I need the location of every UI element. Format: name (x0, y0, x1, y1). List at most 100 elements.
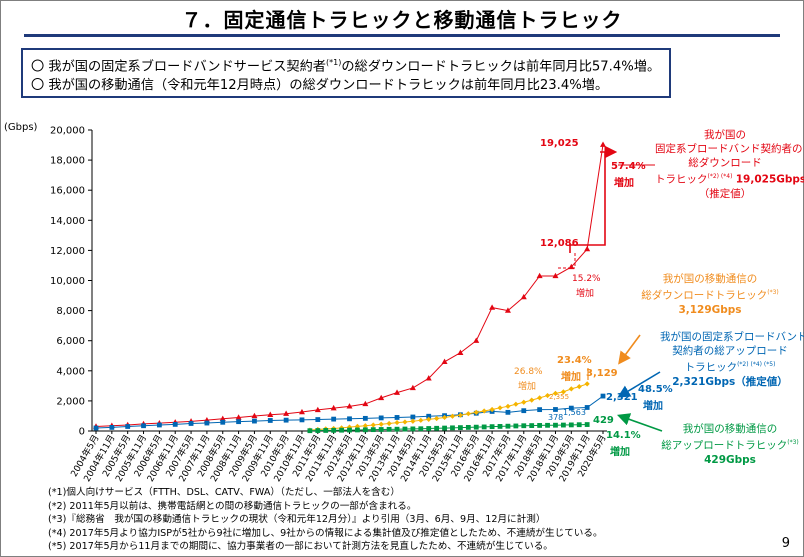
series-point (505, 409, 511, 415)
series-point (426, 426, 432, 431)
mobile-down-mid-growth-2: 増加 (518, 382, 537, 392)
series-point (465, 411, 471, 417)
series-point (251, 412, 258, 419)
series-point (172, 421, 178, 427)
mobile-up-growth-label-2: 増加 (610, 447, 630, 458)
series-point (434, 425, 440, 431)
series-point (553, 422, 558, 428)
title-rule (24, 34, 780, 37)
mobile-down-leader (618, 334, 641, 365)
series-point (252, 418, 257, 424)
series-point (449, 413, 456, 419)
series-point (386, 426, 392, 432)
series-point (378, 415, 384, 421)
series-point (339, 427, 344, 433)
y-tick-label: 10,000 (50, 276, 85, 287)
y-tick-label: 4,000 (56, 366, 85, 377)
mobile-down-growth-label-2: 増加 (561, 372, 581, 383)
series-point (576, 384, 582, 390)
series-point (520, 293, 527, 300)
series-point (315, 428, 321, 433)
fixed-down-growth-bracket (569, 151, 606, 253)
series-point (378, 394, 385, 401)
series-point (497, 405, 503, 411)
series-point (521, 408, 527, 414)
series-point (331, 416, 337, 422)
y-tick-label: 0 (79, 427, 85, 438)
series-point (600, 141, 606, 147)
series-point (378, 421, 384, 427)
fixed-down-prev-label: 12,086 (540, 238, 579, 249)
fixed-down-mid-growth: 15.2% (572, 274, 601, 284)
mobile-down-mid-growth: 26.8% (514, 367, 543, 377)
footnote-4: (*4) 2017年5月より協力ISPが5社から9社に増加し、9社からの情報によ… (48, 527, 603, 539)
mobile-down-annotation: 我が国の移動通信の 総ダウンロードトラヒック(*3) 3,129Gbps (641, 273, 779, 316)
series-point (315, 417, 321, 422)
series-point (410, 414, 416, 420)
series-point (441, 358, 448, 364)
series-point (505, 423, 511, 429)
series-point (394, 389, 401, 395)
series-point (370, 427, 376, 433)
footnote-1: (*1)個人向けサービス（FTTH、DSL、CATV、FWA）（ただし、一部法人… (48, 487, 400, 498)
y-axis-label: (Gbps) (4, 122, 38, 133)
series-point (529, 423, 535, 428)
series-point (314, 406, 321, 413)
series-point (545, 422, 550, 428)
series-point (441, 414, 448, 421)
series-point (513, 401, 519, 407)
series-point (457, 349, 464, 355)
series-point (473, 424, 479, 430)
series-point (537, 407, 543, 413)
series-point (347, 416, 352, 422)
series-point (584, 405, 590, 410)
series-point (109, 424, 115, 430)
fixed-up-growth-label-2: 増加 (643, 401, 663, 412)
series-point (307, 428, 313, 434)
series-point (409, 384, 416, 391)
series-point (529, 397, 535, 403)
series-point (584, 422, 590, 427)
fixed-down-mid-growth-2: 増加 (576, 289, 595, 299)
series-point (418, 417, 424, 423)
fixed-up-growth-label: 48.5% (638, 384, 673, 395)
series-point (521, 423, 527, 429)
series-point (362, 423, 368, 429)
footnote-3: (*3)『総務省 我が国の移動通信トラヒックの現状（令和元年12月分）』より引用… (48, 514, 546, 526)
series-point (560, 422, 566, 428)
series-line-1 (95, 395, 604, 429)
series-point (283, 410, 290, 416)
series-point (537, 423, 543, 428)
series-point (544, 392, 551, 399)
series-point (425, 375, 432, 381)
series-point (125, 424, 131, 429)
fixed-down-growth-label: 57.4% (611, 161, 646, 172)
y-tick-label: 20,000 (50, 126, 85, 137)
mobile-up-leader (616, 413, 663, 432)
series-point (426, 413, 432, 419)
series-point (521, 399, 527, 405)
footnotes: (*1)個人向けサービス（FTTH、DSL、CATV、FWA）（ただし、一部法人… (48, 486, 603, 554)
summary-line-1: 〇 我が国の固定系ブロードバンドサービス契約者(*1)の総ダウンロードトラヒック… (31, 58, 661, 75)
y-tick-label: 6,000 (56, 336, 85, 347)
series-point (458, 425, 463, 431)
y-tick-label: 2,000 (56, 396, 85, 407)
series-point (560, 389, 566, 395)
fixed-down-annotation: 我が国の 固定系ブロードバンド契約者の 総ダウンロード トラヒック(*2) (*… (655, 129, 804, 200)
series-point (220, 419, 226, 425)
series-point (410, 418, 416, 424)
series-point (394, 426, 400, 432)
series-point (283, 417, 289, 423)
series-point (576, 422, 582, 428)
series-point (552, 272, 559, 279)
footnote-5: (*5) 2017年5月から11月までの期間に、協力事業者の一部において計測方法… (48, 541, 553, 553)
series-point (584, 381, 590, 387)
y-tick-label: 18,000 (50, 156, 85, 167)
y-tick-label: 12,000 (50, 246, 85, 257)
series-point (299, 417, 305, 423)
y-tick-label: 8,000 (56, 306, 85, 317)
series-point (450, 425, 455, 431)
series-point (473, 337, 480, 343)
series-point (362, 400, 369, 407)
series-point (584, 245, 591, 252)
